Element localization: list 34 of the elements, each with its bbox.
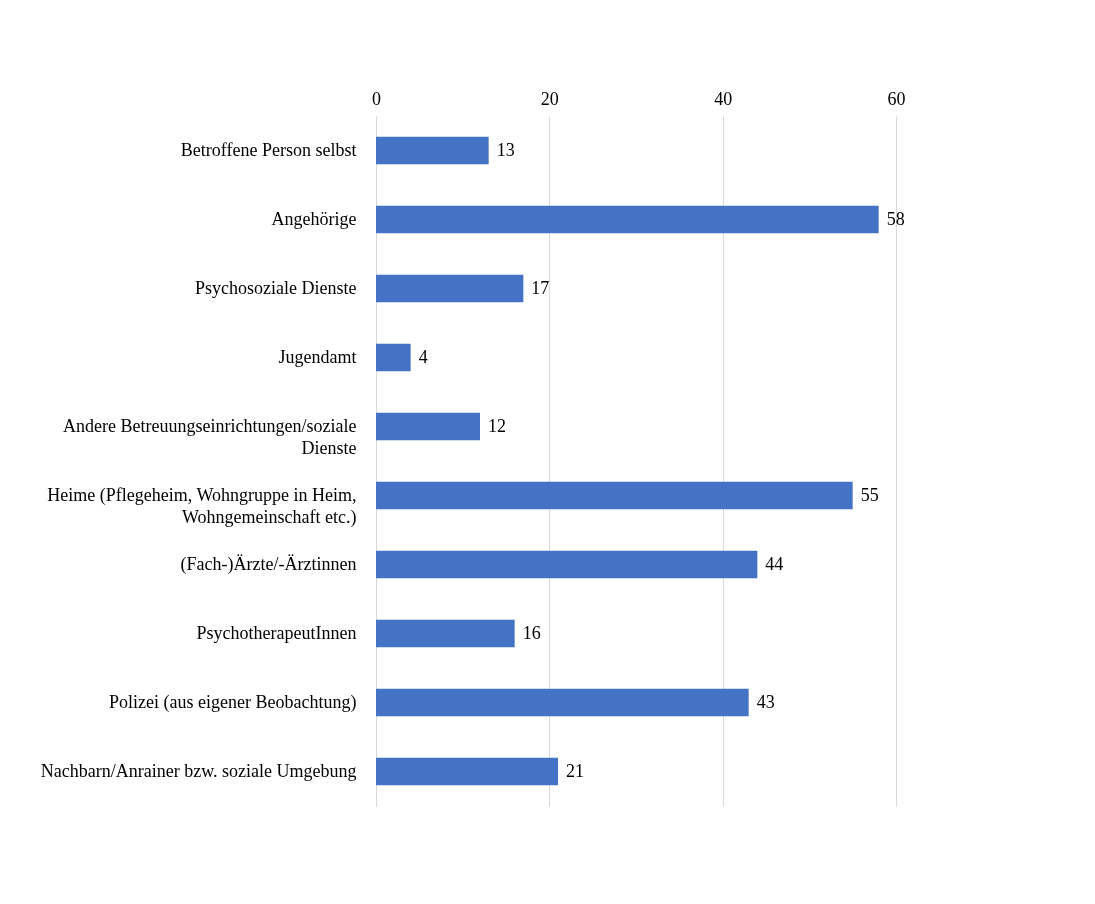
x-tick-label: 0 [372, 88, 381, 109]
data-label: 16 [522, 622, 541, 643]
data-label: 55 [860, 484, 879, 505]
y-tick-label: Jugendamt [278, 346, 357, 367]
y-tick-label: PsychotherapeutInnen [196, 622, 357, 643]
bar [376, 550, 758, 579]
bar [376, 688, 749, 717]
y-tick-label: Andere Betreuungseinrichtungen/soziale Dienste [63, 415, 357, 458]
data-label: 4 [418, 346, 428, 367]
y-tick-label: Angehörige [271, 208, 357, 229]
bar [376, 412, 480, 441]
bar [376, 343, 411, 372]
bar [376, 274, 524, 303]
bar [376, 136, 489, 165]
y-tick-label: Polizei (aus eigener Beobachtung) [109, 691, 357, 713]
data-label: 21 [566, 760, 584, 781]
data-label: 58 [886, 208, 905, 229]
data-label: 12 [488, 415, 506, 436]
data-label: 44 [765, 553, 784, 574]
data-label: 17 [531, 277, 550, 298]
x-tick-label: 60 [887, 88, 906, 109]
bar [376, 619, 515, 648]
bar [376, 757, 558, 786]
bar [376, 481, 853, 510]
y-tick-label: Betroffene Person selbst [180, 139, 357, 160]
y-tick-label: Psychosoziale Dienste [195, 277, 357, 298]
x-tick-label: 20 [540, 88, 559, 109]
bar [376, 205, 879, 234]
data-label: 43 [756, 691, 775, 712]
data-label: 13 [496, 139, 515, 160]
x-tick-label: 40 [714, 88, 733, 109]
y-tick-label: Heime (Pflegeheim, Wohngruppe in Heim, Wohngemeinschaft etc.) [47, 484, 357, 528]
y-tick-label: (Fach-)Ärzte/-Ärztinnen [180, 553, 357, 575]
y-tick-label: Nachbarn/Anrainer bzw. soziale Umgebung [40, 760, 357, 781]
